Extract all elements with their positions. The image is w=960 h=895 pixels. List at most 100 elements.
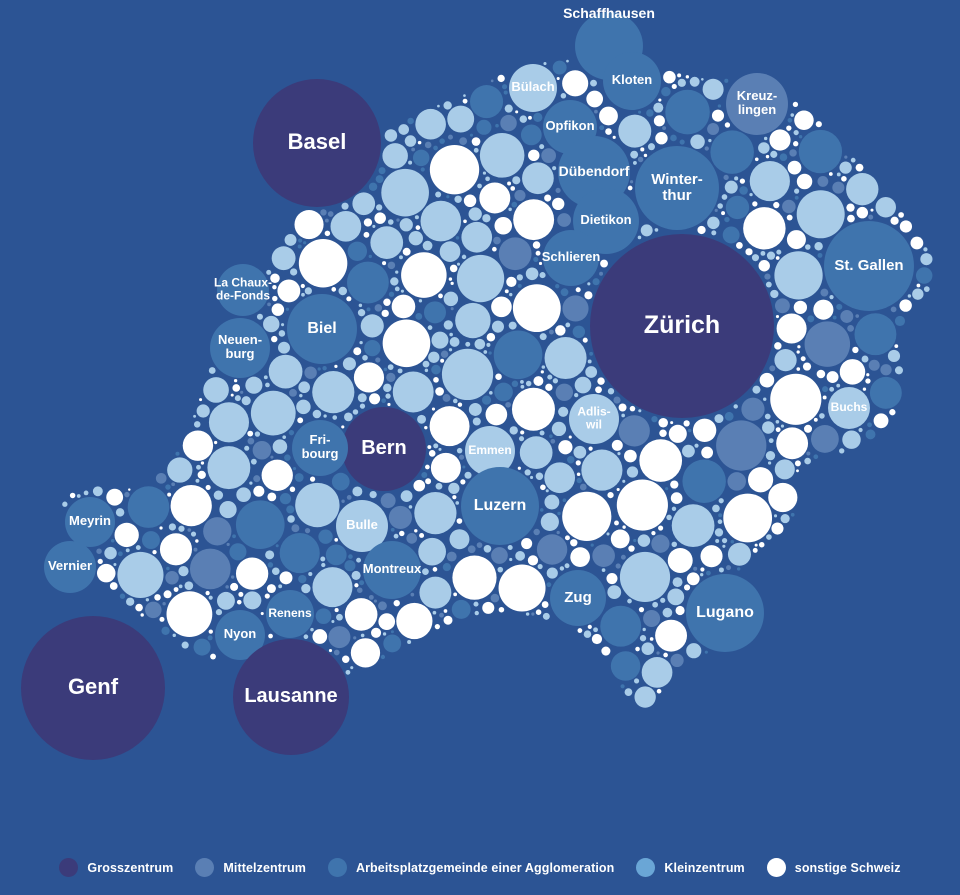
city-circle-bern[interactable] (342, 407, 426, 491)
city-circle-nyon[interactable] (215, 610, 265, 660)
municipality-circle (110, 538, 115, 543)
municipality-circle (839, 161, 852, 174)
city-circle-st-gallen[interactable] (824, 221, 914, 311)
municipality-circle (390, 527, 395, 532)
city-circle-lausanne[interactable] (233, 639, 349, 755)
municipality-circle (555, 383, 574, 402)
municipality-circle (476, 119, 492, 135)
municipality-circle (271, 303, 285, 316)
municipality-circle (386, 372, 396, 382)
city-circle-renens[interactable] (266, 590, 314, 638)
municipality-circle (498, 237, 532, 271)
municipality-circle (716, 420, 767, 471)
city-label-neuenburg: Neuen-burg (218, 333, 262, 362)
municipality-circle (557, 213, 572, 227)
municipality-circle (547, 374, 553, 380)
city-circle-kloten[interactable] (603, 52, 661, 110)
municipality-circle (469, 133, 473, 137)
municipality-circle (630, 150, 639, 159)
city-circle-buchs[interactable] (828, 387, 870, 429)
municipality-circle (145, 598, 150, 602)
city-label-buchs: Buchs (831, 400, 868, 414)
municipality-circle (289, 388, 297, 397)
municipality-circle (542, 612, 550, 620)
legend-item-sonstige[interactable]: sonstige Schweiz (766, 858, 901, 877)
municipality-circle (541, 601, 549, 608)
municipality-circle (368, 182, 378, 191)
municipality-circle (555, 325, 566, 336)
city-circle-fribourg[interactable] (292, 420, 348, 476)
municipality-circle (787, 160, 802, 175)
legend-item-mittelzentrum[interactable]: Mittelzentrum (195, 858, 306, 877)
municipality-circle (489, 391, 493, 395)
city-label-meyrin: Meyrin (69, 513, 111, 528)
municipality-circle (159, 533, 193, 566)
city-circle-schlieren[interactable] (543, 230, 599, 286)
municipality-circle (782, 199, 796, 214)
municipality-circle (479, 133, 525, 178)
legend-item-kleinzentrum[interactable]: Kleinzentrum (636, 858, 745, 877)
city-circle-biel[interactable] (287, 294, 357, 364)
city-circle-emmen[interactable] (465, 426, 515, 476)
municipality-circle (588, 446, 593, 451)
municipality-circle (711, 230, 717, 236)
municipality-circle (593, 627, 598, 633)
municipality-circle (468, 207, 482, 221)
municipality-circle (410, 592, 415, 597)
municipality-circle (494, 382, 513, 402)
municipality-circle (536, 534, 568, 565)
municipality-circle (587, 282, 591, 286)
city-circle-meyrin[interactable] (65, 497, 115, 547)
municipality-circle (397, 368, 403, 374)
municipality-circle (443, 609, 448, 613)
municipality-circle (96, 563, 116, 583)
municipality-circle (815, 121, 822, 128)
city-circle-winterthur[interactable] (635, 146, 719, 230)
municipality-circle (585, 366, 598, 378)
municipality-circle (570, 547, 590, 567)
municipality-circle (651, 531, 656, 536)
municipality-circle (462, 465, 466, 469)
city-circle-b-lach[interactable] (509, 64, 557, 112)
municipality-circle (415, 313, 423, 320)
city-circle-kreuzlingen[interactable] (726, 73, 788, 135)
city-circle-genf[interactable] (21, 616, 165, 760)
city-circle-lugano[interactable] (686, 574, 764, 652)
city-circle-bulle[interactable] (336, 500, 388, 552)
city-circle-luzern[interactable] (461, 467, 539, 545)
municipality-circle (309, 476, 316, 482)
municipality-circle (697, 225, 706, 235)
city-circle-montreux[interactable] (363, 541, 421, 599)
municipality-circle (702, 78, 724, 100)
municipality-circle (336, 613, 343, 621)
municipality-circle (639, 439, 683, 482)
city-circle-la-chaux-de-fonds[interactable] (217, 264, 269, 316)
municipality-circle (765, 281, 772, 288)
municipality-circle (511, 387, 555, 431)
municipality-circle (524, 469, 531, 476)
city-circle-zug[interactable] (550, 570, 606, 626)
city-circle-basel[interactable] (253, 79, 381, 207)
legend-item-arbeitsplatzgemeinde[interactable]: Arbeitsplatzgemeinde einer Agglomeration (327, 858, 614, 877)
municipality-circle (450, 307, 454, 311)
municipality-circle (700, 545, 723, 568)
city-circle-z-rich[interactable] (590, 234, 774, 418)
legend-item-grosszentrum[interactable]: Grosszentrum (59, 858, 173, 877)
municipality-circle (443, 291, 459, 307)
municipality-circle (517, 466, 521, 470)
municipality-circle (587, 359, 592, 364)
municipality-circle (758, 260, 770, 272)
municipality-circle (494, 216, 513, 235)
municipality-circle (576, 472, 581, 477)
municipality-circle (711, 109, 725, 122)
municipality-circle (279, 493, 292, 505)
municipality-circle (663, 652, 668, 658)
city-circle-neuenburg[interactable] (210, 318, 270, 378)
city-circle-vernier[interactable] (44, 541, 96, 593)
municipality-circle (852, 346, 859, 354)
municipality-circle (406, 533, 418, 544)
municipality-circle (718, 567, 724, 573)
municipality-circle (493, 236, 501, 245)
city-circle-adliswil[interactable] (569, 394, 619, 444)
municipality-circle (408, 505, 413, 509)
